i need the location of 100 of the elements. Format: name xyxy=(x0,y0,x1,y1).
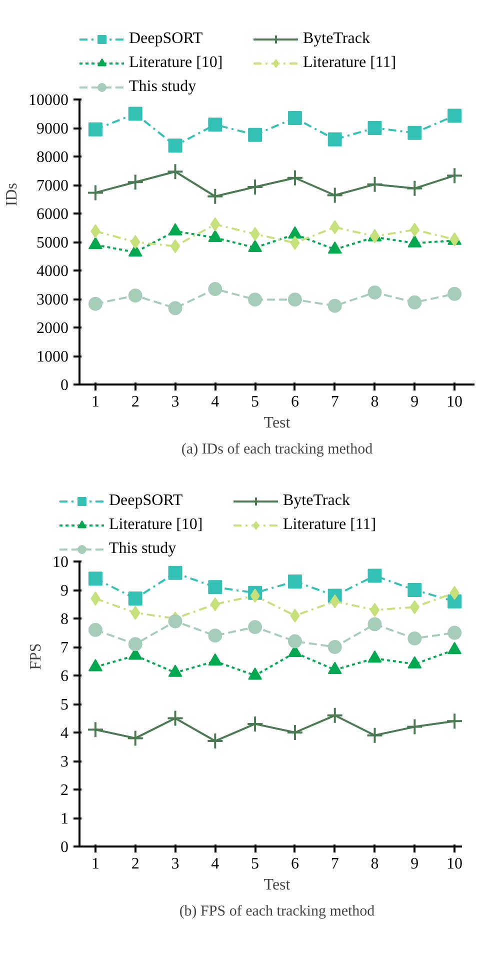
point xyxy=(166,710,184,727)
point xyxy=(446,167,464,184)
text: (b) FPS of each tracking method xyxy=(179,904,376,920)
legend-label: Literature [11] xyxy=(283,516,378,534)
y-tick-label: 1000 xyxy=(36,348,68,366)
x-axis-title: Test xyxy=(264,876,291,894)
y-tick-label: 0 xyxy=(60,839,68,856)
x-tick-label: 2 xyxy=(131,394,140,410)
point xyxy=(248,292,262,307)
y-tick-label: 10 xyxy=(52,554,68,571)
x-tick-label: 3 xyxy=(171,394,180,410)
x-tick-label: 7 xyxy=(330,394,339,410)
point xyxy=(288,634,302,648)
y-axis-title: IDs xyxy=(4,182,20,206)
point xyxy=(88,296,102,311)
point xyxy=(168,138,182,153)
x-tick-label: 5 xyxy=(251,394,260,410)
point xyxy=(246,178,264,196)
x-tick-label: 5 xyxy=(251,856,260,872)
x-tick-label: 10 xyxy=(446,394,463,410)
y-tick-label: 10000 xyxy=(28,92,68,109)
x-tick-label: 6 xyxy=(290,856,299,872)
point xyxy=(208,118,222,132)
point xyxy=(128,288,142,303)
point xyxy=(328,640,342,654)
point xyxy=(166,163,184,180)
point xyxy=(408,583,422,597)
y-tick-label: 6000 xyxy=(36,206,68,223)
y-tick-label: 5000 xyxy=(36,234,68,252)
point xyxy=(128,592,142,606)
x-tick-label: 4 xyxy=(211,394,220,410)
point xyxy=(126,730,144,747)
point xyxy=(208,580,222,594)
legend-label: DeepSORT xyxy=(109,492,184,510)
y-tick-label: 9000 xyxy=(36,120,68,138)
x-tick-label: 3 xyxy=(171,856,180,872)
point xyxy=(126,174,144,191)
point xyxy=(86,184,104,202)
point xyxy=(88,622,102,637)
x-tick-label: 1 xyxy=(91,394,100,410)
y-axis-title: FPS xyxy=(28,643,44,670)
x-tick-label: 1 xyxy=(91,856,100,872)
y-tick-label: 9 xyxy=(60,582,68,600)
point xyxy=(326,706,344,724)
legend-label: This study xyxy=(129,78,198,96)
legend-label: This study xyxy=(109,540,178,558)
y-tick-label: 2 xyxy=(60,782,68,799)
point xyxy=(246,715,264,732)
point xyxy=(208,282,222,296)
point xyxy=(288,111,302,126)
legend-label: ByteTrack xyxy=(303,30,371,48)
point xyxy=(366,176,384,193)
point xyxy=(406,180,424,197)
point xyxy=(406,718,424,736)
point xyxy=(288,574,302,588)
text: (a) IDs of each tracking method xyxy=(181,442,374,458)
y-tick-label: 6 xyxy=(60,668,68,685)
point xyxy=(88,572,102,586)
point xyxy=(286,169,304,186)
y-tick-label: 1 xyxy=(60,810,68,828)
point xyxy=(170,239,180,254)
point xyxy=(328,132,342,146)
point xyxy=(408,295,422,310)
point xyxy=(448,626,462,640)
point xyxy=(368,121,382,135)
point xyxy=(368,285,382,300)
point xyxy=(326,186,344,204)
point xyxy=(208,628,222,643)
point xyxy=(130,235,140,249)
point xyxy=(128,637,142,652)
x-tick-label: 4 xyxy=(211,856,220,872)
point xyxy=(248,128,262,142)
x-tick-label: 6 xyxy=(290,394,299,410)
point xyxy=(368,568,382,583)
y-tick-label: 8000 xyxy=(36,149,68,166)
y-tick-label: 3 xyxy=(60,754,68,770)
point xyxy=(86,721,104,738)
legend-label: DeepSORT xyxy=(129,30,204,48)
legend-label: Literature [11] xyxy=(303,54,398,72)
y-tick-label: 8 xyxy=(60,611,68,628)
y-tick-label: 4000 xyxy=(36,263,68,280)
y-tick-label: 5 xyxy=(60,696,68,714)
x-axis-title: Test xyxy=(264,414,291,432)
point xyxy=(368,617,382,632)
point xyxy=(168,566,182,580)
point xyxy=(408,631,422,646)
point xyxy=(370,602,380,617)
y-tick-label: 3000 xyxy=(36,292,68,308)
point xyxy=(408,126,422,140)
x-tick-label: 8 xyxy=(370,856,379,872)
point xyxy=(168,614,182,628)
x-tick-label: 9 xyxy=(410,394,419,410)
y-tick-label: 2000 xyxy=(36,320,68,337)
x-tick-label: 2 xyxy=(131,856,140,872)
point xyxy=(366,726,384,744)
point xyxy=(328,298,342,313)
y-tick-label: 0 xyxy=(60,377,68,394)
point xyxy=(206,732,224,750)
point xyxy=(128,106,142,121)
point xyxy=(446,712,462,730)
